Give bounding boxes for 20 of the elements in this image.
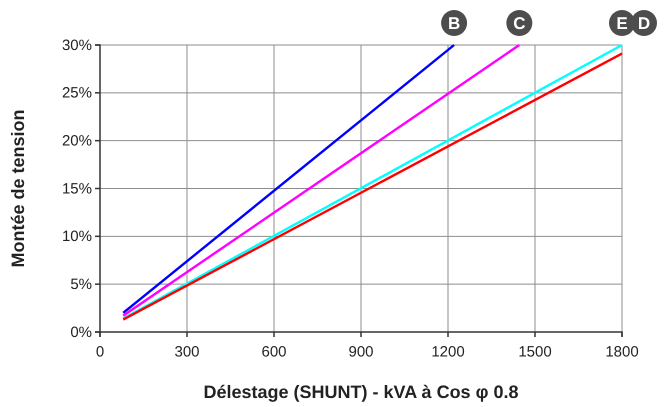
series-label: E: [616, 14, 628, 34]
series-label: C: [513, 14, 526, 34]
y-axis-title: Montée de tension: [8, 109, 28, 268]
y-tick-label: 10%: [62, 228, 92, 246]
x-tick-label: 1200: [431, 344, 465, 360]
x-axis-title: Délestage (SHUNT) - kVA à Cos φ 0.8: [204, 382, 518, 402]
x-tick-label: 1500: [518, 344, 552, 360]
series-label: D: [638, 14, 650, 34]
y-tick-label: 0%: [70, 324, 92, 341]
x-tick-label: 0: [96, 344, 104, 360]
y-tick-label: 20%: [62, 132, 92, 150]
y-tick-label: 5%: [70, 276, 92, 293]
y-tick-label: 15%: [62, 180, 92, 198]
series-label: B: [448, 14, 460, 34]
x-tick-label: 300: [174, 344, 200, 360]
y-tick-label: 30%: [62, 36, 92, 54]
y-tick-label: 25%: [62, 84, 92, 102]
x-tick-label: 1800: [605, 344, 639, 360]
x-tick-label: 600: [261, 344, 287, 360]
x-tick-label: 900: [348, 344, 374, 360]
